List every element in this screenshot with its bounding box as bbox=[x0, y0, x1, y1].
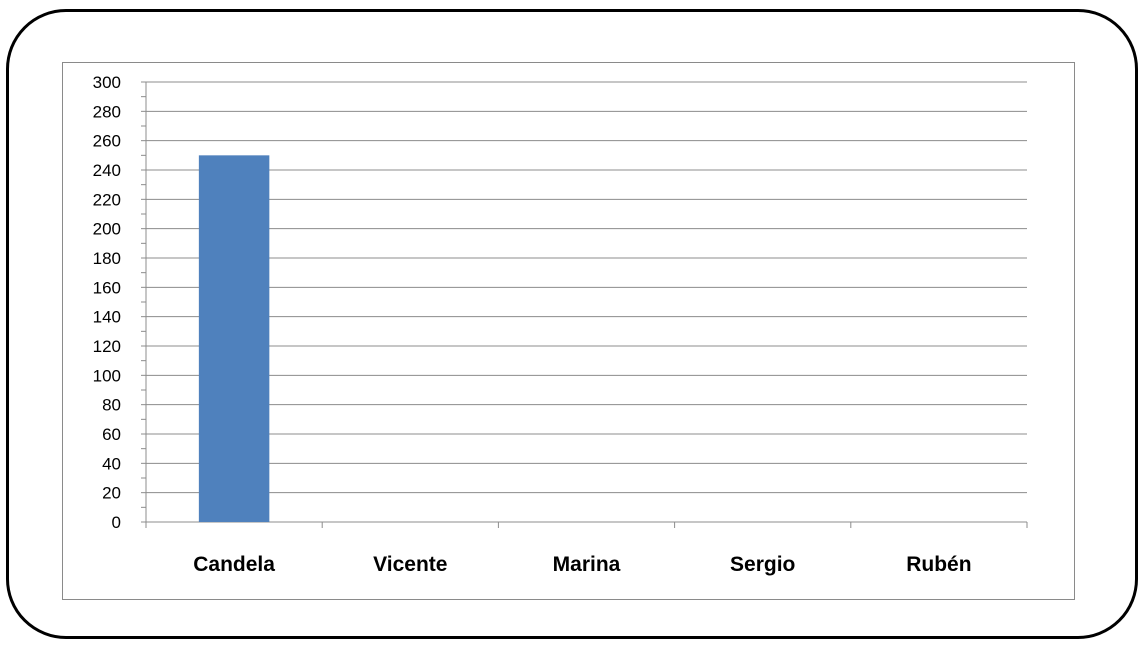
y-tick-label: 40 bbox=[102, 454, 121, 473]
x-category-label: Vicente bbox=[373, 553, 447, 576]
y-tick-label: 260 bbox=[93, 132, 121, 151]
y-tick-label: 0 bbox=[112, 513, 121, 532]
y-tick-label: 20 bbox=[102, 484, 121, 503]
y-tick-label: 240 bbox=[93, 161, 121, 180]
y-tick-label: 280 bbox=[93, 102, 121, 121]
y-tick-label: 180 bbox=[93, 249, 121, 268]
y-tick-label: 220 bbox=[93, 190, 121, 209]
chart-frame bbox=[6, 9, 1138, 639]
y-tick-label: 120 bbox=[93, 337, 121, 356]
x-category-labels: Candela Vicente Marina Sergio Rubén bbox=[193, 553, 971, 576]
y-tick-label: 60 bbox=[102, 425, 121, 444]
chart-area-border bbox=[62, 62, 1075, 600]
y-tick-label: 160 bbox=[93, 278, 121, 297]
y-tick-label: 200 bbox=[93, 220, 121, 239]
x-category-label: Marina bbox=[553, 553, 621, 576]
x-category-label: Rubén bbox=[906, 553, 971, 576]
bar-candela bbox=[198, 155, 270, 523]
bars bbox=[198, 155, 270, 523]
gridlines bbox=[146, 81, 1027, 494]
y-tick-label: 300 bbox=[93, 73, 121, 92]
y-tick-label: 80 bbox=[102, 396, 121, 415]
y-tick-labels: 0 20 40 60 80 100 120 140 160 180 200 220 240 260 280 3… bbox=[93, 73, 121, 532]
x-category-label: Sergio bbox=[730, 553, 795, 576]
x-category-label: Candela bbox=[193, 553, 275, 576]
y-tick-label: 140 bbox=[93, 308, 121, 327]
y-tick-label: 100 bbox=[93, 366, 121, 385]
axes bbox=[141, 81, 1028, 528]
